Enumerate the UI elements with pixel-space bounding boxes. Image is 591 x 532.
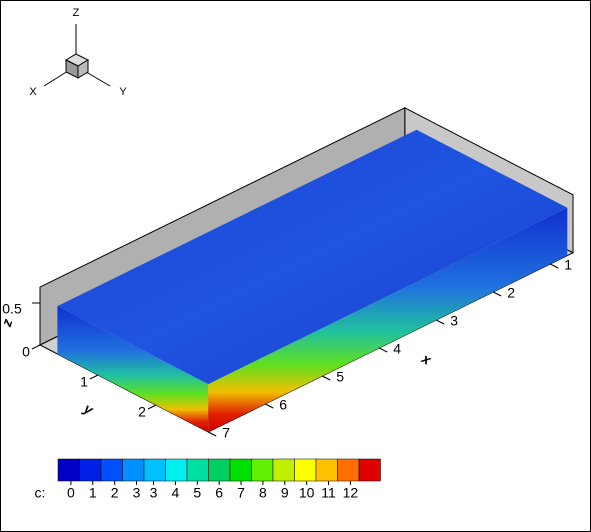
colorbar-swatch xyxy=(57,458,80,482)
colorbar-swatch xyxy=(358,458,381,482)
x-tick xyxy=(207,431,217,437)
colorbar-swatch xyxy=(208,458,231,482)
x-tick xyxy=(435,319,445,325)
colorbar-label: c: xyxy=(35,485,46,501)
scene xyxy=(31,107,575,437)
z-tick-label: 0.5 xyxy=(2,301,22,317)
x-tick xyxy=(549,263,559,269)
field-side xyxy=(208,207,568,432)
x-tick-label: 6 xyxy=(279,397,287,413)
colorbar-swatch xyxy=(315,458,338,482)
colorbar-tick-label: 1 xyxy=(89,485,97,501)
x-tick-label: 5 xyxy=(336,369,344,385)
x-tick xyxy=(492,291,502,297)
colorbar-tick-label: 8 xyxy=(259,485,267,501)
colorbar-swatch xyxy=(272,458,295,482)
x-tick xyxy=(321,375,331,381)
field-side xyxy=(57,306,209,432)
x-axis-label: x xyxy=(418,349,435,368)
colorbar-tick-label: 5 xyxy=(193,485,201,501)
colorbar-swatch xyxy=(251,458,274,482)
colorbar-tick-label: 7 xyxy=(237,485,245,501)
z-axis-label: z xyxy=(0,317,15,330)
colorbar-swatch xyxy=(294,458,317,482)
x-tick-label: 7 xyxy=(222,425,230,441)
colorbar-tick-label: 12 xyxy=(343,485,359,501)
colorbar-swatch xyxy=(143,458,166,482)
x-tick-label: 1 xyxy=(564,257,572,273)
colorbar-swatch xyxy=(165,458,188,482)
colorbar-tick-label: 2 xyxy=(111,485,119,501)
x-tick-label: 3 xyxy=(450,313,458,329)
x-tick-label: 4 xyxy=(393,341,401,357)
colorbar-swatch xyxy=(122,458,145,482)
colorbar-swatch xyxy=(79,458,102,482)
colorbar-swatch xyxy=(337,458,360,482)
field-top xyxy=(57,129,568,385)
colorbar-swatch xyxy=(229,458,252,482)
colorbar-swatch xyxy=(186,458,209,482)
x-tick-label: 2 xyxy=(507,285,515,301)
y-tick-label: 2 xyxy=(138,404,146,420)
colorbar-tick-label: 0 xyxy=(67,485,75,501)
colorbar-tick-label: 9 xyxy=(281,485,289,501)
y-tick-label: 0 xyxy=(22,344,30,360)
y-tick xyxy=(31,344,41,350)
colorbar-tick-label: 4 xyxy=(172,485,180,501)
x-tick xyxy=(378,347,388,353)
triad-label: X xyxy=(29,86,37,98)
axis-triad xyxy=(43,24,111,87)
triad-label: Z xyxy=(73,7,80,19)
y-tick-label: 1 xyxy=(80,374,88,390)
y-tick xyxy=(147,404,157,410)
colorbar-tick-label: 3 xyxy=(150,485,158,501)
y-tick xyxy=(89,374,99,380)
x-tick xyxy=(264,403,274,409)
triad-label: Y xyxy=(119,86,127,98)
colorbar-tick-label: 10 xyxy=(299,485,315,501)
y-axis-label: y xyxy=(80,399,97,418)
colorbar-tick-label: 11 xyxy=(321,485,336,501)
colorbar-swatch xyxy=(100,458,123,482)
colorbar-tick-label: 3 xyxy=(133,485,141,501)
colorbar-tick-label: 6 xyxy=(215,485,223,501)
